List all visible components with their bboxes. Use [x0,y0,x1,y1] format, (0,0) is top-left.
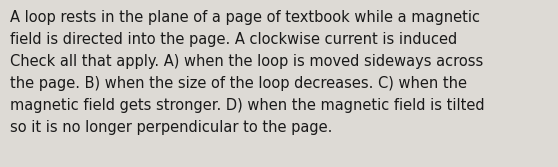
Text: the page. B) when the size of the loop decreases. C) when the: the page. B) when the size of the loop d… [10,76,467,91]
Text: Check all that apply. A) when the loop is moved sideways across: Check all that apply. A) when the loop i… [10,54,483,69]
Text: A loop rests in the plane of a page of textbook while a magnetic: A loop rests in the plane of a page of t… [10,10,480,25]
Text: so it is no longer perpendicular to the page.: so it is no longer perpendicular to the … [10,120,333,135]
Text: field is directed into the page. A clockwise current is induced: field is directed into the page. A clock… [10,32,457,47]
Text: magnetic field gets stronger. D) when the magnetic field is tilted: magnetic field gets stronger. D) when th… [10,98,485,113]
